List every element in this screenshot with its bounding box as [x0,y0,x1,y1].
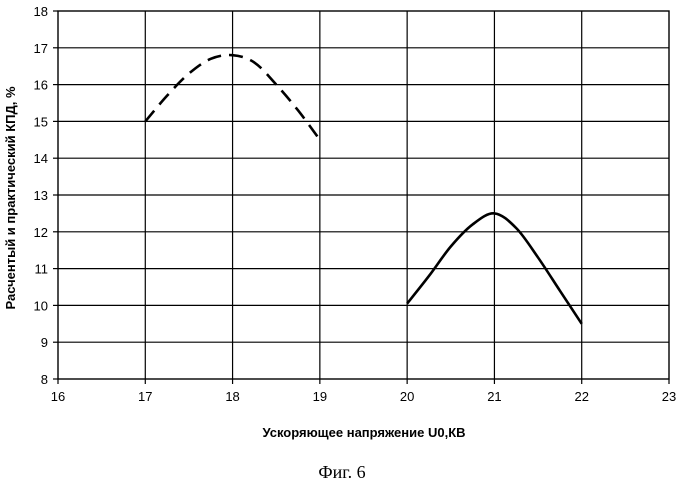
x-tick-label: 19 [313,389,327,404]
y-tick-label: 10 [34,298,48,313]
y-tick-label: 8 [41,372,48,387]
x-tick-label: 17 [138,389,152,404]
x-tick-label: 22 [574,389,588,404]
y-tick-label: 16 [34,78,48,93]
x-tick-label: 18 [225,389,239,404]
y-tick-label: 14 [34,151,48,166]
y-tick-label: 17 [34,41,48,56]
y-axis: 8 9 10 11 12 13 14 15 16 17 18 [34,4,58,387]
x-axis: 16 17 18 19 20 21 22 23 [51,379,676,404]
series-line-solid [406,212,583,325]
x-tick-label: 21 [487,389,501,404]
x-tick-label: 23 [662,389,676,404]
y-tick-label: 12 [34,225,48,240]
figure-caption: Фиг. 6 [318,462,366,482]
y-tick-label: 11 [35,262,49,277]
grid [58,11,669,379]
y-tick-label: 13 [34,188,48,203]
y-tick-label: 9 [41,335,48,350]
y-tick-label: 15 [34,114,48,129]
x-tick-label: 16 [51,389,65,404]
series-group [144,53,583,325]
x-axis-label: Ускоряющее напряжение U0,КВ [262,425,465,440]
series-line-dashed [144,53,321,141]
y-axis-label: Расчентый и практический КПД, % [3,86,18,310]
y-tick-label: 18 [34,4,48,19]
x-tick-label: 20 [400,389,414,404]
